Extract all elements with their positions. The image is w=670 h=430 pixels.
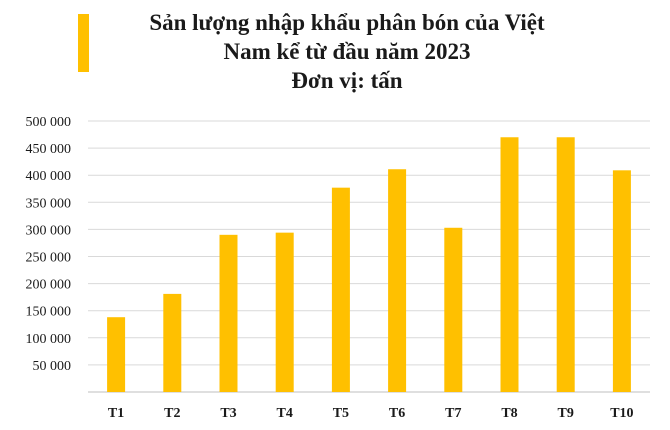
title-accent-bar	[78, 14, 89, 72]
bar	[331, 187, 350, 392]
x-tick-label: T7	[445, 406, 461, 421]
x-tick-label: T5	[333, 406, 349, 421]
chart-title-line-3: Đơn vị: tấn	[291, 68, 403, 93]
x-tick-label: T6	[389, 406, 405, 421]
bar	[612, 170, 631, 392]
chart-title-line-2: Nam kể từ đầu năm 2023	[223, 39, 471, 64]
chart-title: Sản lượng nhập khẩu phân bón của Việt Na…	[92, 8, 602, 95]
y-tick-label: 500 000	[26, 115, 72, 130]
x-tick-label: T10	[610, 406, 633, 421]
y-tick-label: 400 000	[26, 169, 72, 184]
x-tick-label: T2	[164, 406, 180, 421]
bar	[444, 227, 463, 392]
x-tick-label: T1	[108, 406, 124, 421]
bar	[107, 317, 126, 392]
y-tick-label: 50 000	[33, 359, 72, 374]
y-tick-label: 450 000	[26, 142, 72, 157]
y-tick-label: 300 000	[26, 223, 72, 238]
bar	[388, 169, 407, 392]
bar	[500, 137, 519, 392]
bar	[556, 137, 575, 392]
x-tick-label: T4	[277, 406, 293, 421]
bar	[219, 234, 238, 392]
x-tick-label: T9	[558, 406, 574, 421]
x-tick-label: T8	[501, 406, 517, 421]
bar	[275, 232, 294, 392]
y-tick-label: 100 000	[26, 332, 72, 347]
y-tick-label: 250 000	[26, 251, 72, 266]
y-tick-label: 200 000	[26, 278, 72, 293]
x-tick-label: T3	[220, 406, 236, 421]
y-tick-label: 150 000	[26, 305, 72, 320]
y-tick-label: 350 000	[26, 196, 72, 211]
bar	[163, 293, 182, 392]
chart-title-line-1: Sản lượng nhập khẩu phân bón của Việt	[149, 10, 545, 35]
